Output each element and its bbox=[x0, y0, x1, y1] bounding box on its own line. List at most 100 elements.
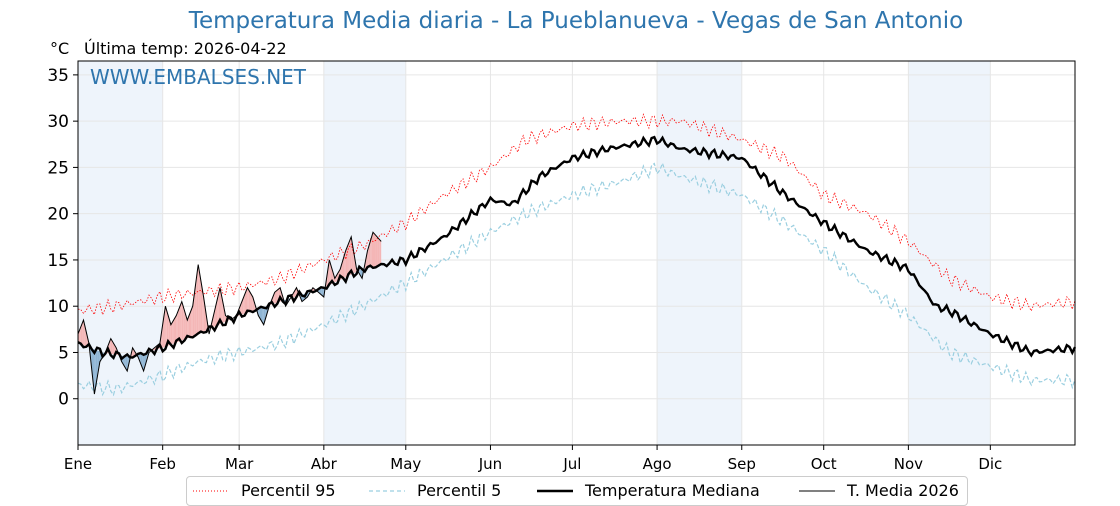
watermark: WWW.EMBALSES.NET bbox=[90, 65, 307, 89]
above-fill-22-2 bbox=[195, 274, 197, 336]
above-fill-32-0 bbox=[247, 287, 249, 313]
last-temp-label: Última temp: 2026-04-22 bbox=[84, 39, 287, 58]
above-fill-23-1 bbox=[199, 272, 201, 334]
above-fill-17-0 bbox=[165, 306, 167, 347]
above-fill-55-2 bbox=[377, 236, 380, 267]
below-fill-9-3 bbox=[125, 356, 128, 371]
above-fill-49-2 bbox=[342, 255, 345, 279]
above-fill-21-0 bbox=[187, 316, 189, 339]
above-fill-51-0 bbox=[351, 236, 353, 275]
y-tick-label-10: 10 bbox=[47, 297, 69, 317]
above-fill-26-1 bbox=[215, 299, 218, 326]
above-fill-54-2 bbox=[370, 236, 372, 268]
series-line-current bbox=[77, 231, 382, 395]
legend-label-p95: Percentil 95 bbox=[241, 481, 336, 500]
below-fill-34-3 bbox=[262, 307, 264, 325]
above-fill-17-1 bbox=[166, 310, 169, 347]
x-tick-label-Abr: Abr bbox=[311, 455, 338, 473]
above-fill-54-0 bbox=[367, 246, 369, 269]
chart-title: Temperatura Media diaria - La Pueblanuev… bbox=[188, 8, 964, 34]
legend-swatch-p95 bbox=[193, 490, 229, 491]
above-fill-37-1 bbox=[276, 290, 278, 303]
above-fill-55-0 bbox=[373, 232, 376, 267]
above-fill-31-0 bbox=[241, 298, 244, 315]
legend-swatch-p5 bbox=[369, 489, 405, 492]
below-fill-34-2 bbox=[261, 307, 263, 323]
below-fill-4-0 bbox=[94, 349, 96, 395]
above-fill-2-2 bbox=[86, 331, 88, 347]
above-fill-17-2 bbox=[168, 315, 170, 346]
above-fill-23-2 bbox=[200, 280, 203, 333]
above-fill-46-3 bbox=[327, 259, 330, 286]
below-fill-34-1 bbox=[259, 308, 262, 321]
above-fill-33-0 bbox=[252, 296, 255, 311]
legend-label-median: Temperatura Mediana bbox=[585, 481, 760, 500]
above-fill-22-3 bbox=[196, 264, 199, 335]
above-fill-19-1 bbox=[177, 308, 180, 342]
above-fill-19-0 bbox=[176, 311, 178, 343]
month-band-2 bbox=[657, 61, 742, 445]
legend-item-p5: Percentil 5 bbox=[369, 481, 501, 500]
x-tick-label-Mar: Mar bbox=[225, 455, 254, 473]
legend-label-current: T. Media 2026 bbox=[847, 481, 959, 500]
above-fill-21-2 bbox=[189, 309, 192, 338]
above-fill-32-3 bbox=[251, 294, 253, 312]
y-tick-label-35: 35 bbox=[47, 66, 69, 86]
legend-item-median: Temperatura Mediana bbox=[537, 481, 760, 500]
x-tick-label-Nov: Nov bbox=[894, 455, 923, 473]
above-fill-24-1 bbox=[205, 306, 207, 331]
above-fill-16-3 bbox=[164, 306, 166, 348]
below-fill-3-2 bbox=[91, 348, 94, 382]
below-fill-4-1 bbox=[95, 349, 98, 387]
month-bands bbox=[78, 61, 991, 445]
above-fill-17-3 bbox=[169, 320, 171, 346]
above-fill-53-3 bbox=[366, 250, 368, 269]
above-fill-26-2 bbox=[217, 293, 219, 326]
above-fill-22-1 bbox=[194, 285, 196, 336]
series-line-p5 bbox=[77, 161, 1076, 397]
legend-item-p95: Percentil 95 bbox=[193, 481, 336, 500]
legend-swatch-current bbox=[799, 490, 835, 491]
x-tick-label-May: May bbox=[390, 455, 421, 473]
below-fill-45-3 bbox=[322, 287, 324, 297]
above-fill-1-2 bbox=[80, 323, 83, 345]
legend-swatch-median bbox=[537, 489, 573, 492]
below-fill-35-1 bbox=[265, 306, 267, 321]
above-fill-50-2 bbox=[348, 240, 350, 276]
month-band-1 bbox=[323, 61, 406, 445]
above-fill-7-2 bbox=[113, 343, 115, 355]
above-fill-18-3 bbox=[174, 315, 177, 344]
above-fill-47-0 bbox=[329, 259, 331, 286]
above-fill-25-3 bbox=[213, 310, 215, 328]
above-fill-20-2 bbox=[184, 310, 186, 340]
above-fill-18-1 bbox=[172, 320, 174, 345]
above-fill-26-3 bbox=[218, 287, 221, 325]
above-fill-7-1 bbox=[112, 340, 114, 355]
above-fill-55-3 bbox=[379, 239, 382, 266]
above-fill-31-1 bbox=[243, 294, 245, 315]
month-band-3 bbox=[908, 61, 991, 445]
series-lines bbox=[77, 113, 1077, 397]
below-fill-12-3 bbox=[142, 353, 144, 371]
above-fill-1-3 bbox=[82, 320, 84, 346]
x-tick-label-Feb: Feb bbox=[149, 455, 176, 473]
x-tick-label-Ago: Ago bbox=[643, 455, 672, 473]
above-fill-55-1 bbox=[375, 234, 378, 267]
above-fill-21-1 bbox=[188, 313, 190, 338]
above-fill-23-0 bbox=[198, 264, 200, 334]
x-tick-label-Jul: Jul bbox=[562, 455, 581, 473]
y-unit-label: °C bbox=[50, 39, 70, 58]
above-fill-51-2 bbox=[353, 253, 356, 274]
above-fill-32-2 bbox=[250, 292, 252, 312]
y-tick-label-5: 5 bbox=[58, 343, 69, 363]
axis-ticks: 0 5 10 15 20 25 30 35 Ene Feb Mar Abr May Jun Jul Ago Se… bbox=[47, 66, 1002, 473]
above-fill-21-3 bbox=[191, 306, 193, 337]
x-tick-label-Oct: Oct bbox=[811, 455, 837, 473]
x-tick-label-Sep: Sep bbox=[728, 455, 756, 473]
above-fill-20-0 bbox=[181, 301, 184, 341]
above-fill-31-2 bbox=[244, 291, 246, 314]
above-fill-19-3 bbox=[180, 301, 182, 341]
x-tick-label-Ene: Ene bbox=[64, 455, 92, 473]
x-tick-label-Dic: Dic bbox=[978, 455, 1002, 473]
